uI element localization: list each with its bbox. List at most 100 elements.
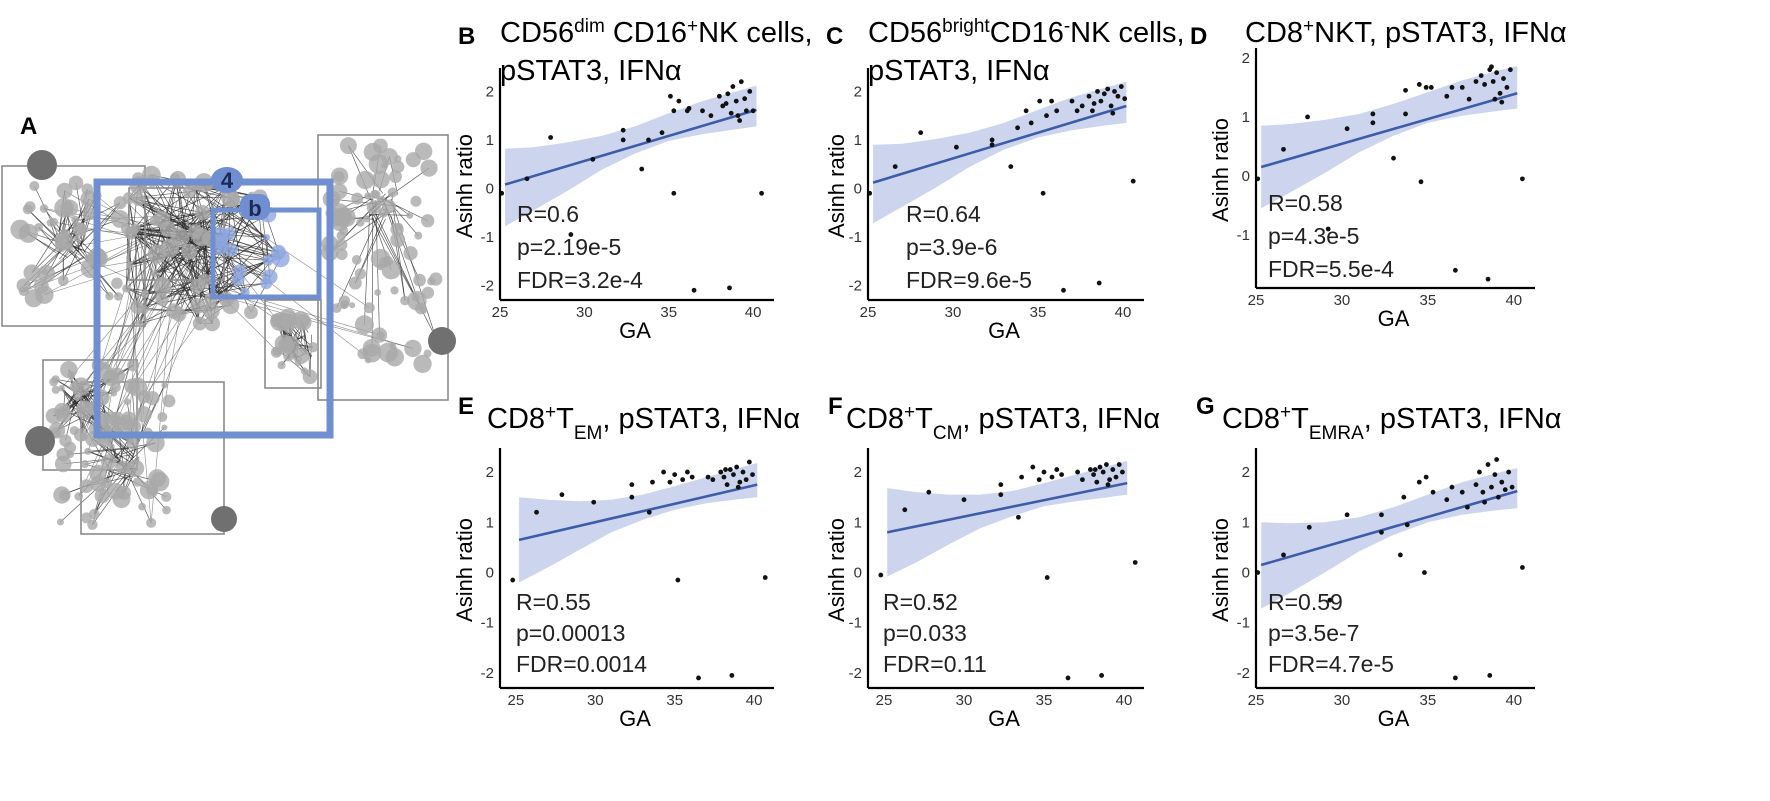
regression-line bbox=[518, 483, 758, 542]
network-node bbox=[80, 460, 89, 469]
network-node bbox=[88, 508, 100, 520]
network-node bbox=[420, 159, 438, 177]
network-node bbox=[59, 489, 71, 501]
data-point bbox=[1430, 489, 1436, 495]
data-point bbox=[1520, 176, 1525, 182]
data-point bbox=[728, 110, 734, 116]
data-point bbox=[686, 105, 692, 111]
stat-p: p=2.19e-5 bbox=[517, 234, 621, 260]
network-node bbox=[202, 302, 220, 320]
data-point bbox=[1401, 494, 1407, 500]
stat-r: R=0.59 bbox=[1268, 589, 1343, 615]
regression-line bbox=[886, 481, 1128, 534]
network-node bbox=[262, 254, 274, 266]
network-node bbox=[380, 162, 388, 169]
network-node bbox=[112, 490, 131, 509]
x-tick-label: 35 bbox=[1420, 292, 1437, 309]
data-point bbox=[724, 482, 730, 488]
network-node bbox=[51, 385, 60, 394]
network-hub-node bbox=[27, 150, 57, 180]
data-point bbox=[738, 79, 744, 85]
y-axis-label: Asinh ratio bbox=[1208, 118, 1233, 222]
chart-panel-e: E CD8+TEM, pSTAT3, IFNα 25 30 35 40 -2 -1 0 1 2 GA A… bbox=[452, 393, 800, 731]
network-node bbox=[331, 303, 342, 314]
data-point bbox=[926, 489, 932, 495]
network-node bbox=[202, 238, 209, 245]
x-tick-label: 40 bbox=[1115, 304, 1132, 321]
network-edge bbox=[23, 209, 215, 286]
data-point bbox=[937, 597, 943, 603]
network-panel: A 4 b bbox=[1, 113, 456, 535]
network-edge bbox=[372, 208, 417, 298]
network-node bbox=[260, 277, 273, 290]
network-node bbox=[405, 152, 421, 168]
x-tick-label: 25 bbox=[1248, 692, 1265, 709]
chart-panel-b: B CD56dim CD16+NK cells, pSTAT3, IFNα 25 30 3… bbox=[452, 16, 813, 344]
network-node bbox=[403, 246, 418, 261]
network-node bbox=[363, 302, 375, 314]
data-point bbox=[1120, 469, 1125, 475]
y-tick-label: 1 bbox=[854, 132, 862, 149]
data-point bbox=[524, 176, 530, 182]
data-point bbox=[1306, 524, 1312, 530]
inner-badge-b-label: b bbox=[248, 196, 261, 221]
data-point bbox=[659, 130, 665, 136]
network-node bbox=[127, 359, 140, 372]
network-node bbox=[351, 255, 362, 265]
confidence-band bbox=[873, 81, 1127, 224]
regression-line bbox=[504, 108, 757, 186]
chart-title: CD8+TEM, pSTAT3, IFNα bbox=[487, 402, 800, 444]
network-node bbox=[393, 155, 402, 163]
data-point bbox=[1049, 98, 1054, 104]
data-point bbox=[1379, 512, 1384, 518]
data-point bbox=[1459, 85, 1465, 90]
data-point bbox=[1098, 98, 1104, 104]
network-node bbox=[349, 302, 356, 309]
network-node bbox=[162, 394, 176, 408]
data-point bbox=[1080, 477, 1085, 483]
network-edge bbox=[381, 196, 422, 309]
y-tick-label: 2 bbox=[486, 83, 494, 100]
network-node bbox=[127, 377, 148, 397]
data-point bbox=[1449, 484, 1455, 490]
network-node bbox=[190, 298, 206, 314]
data-point bbox=[998, 492, 1004, 498]
network-edge bbox=[105, 245, 226, 366]
y-tick-label: 0 bbox=[486, 180, 494, 197]
data-point bbox=[1466, 96, 1472, 102]
data-point bbox=[1054, 467, 1060, 472]
data-point bbox=[1477, 469, 1482, 475]
data-point bbox=[762, 575, 768, 580]
network-node bbox=[124, 227, 137, 240]
data-point bbox=[892, 164, 898, 169]
data-point bbox=[1059, 472, 1064, 477]
y-tick-label: -2 bbox=[481, 277, 494, 294]
network-node bbox=[333, 171, 345, 183]
y-tick-label: 1 bbox=[854, 514, 862, 531]
data-point bbox=[759, 190, 764, 196]
data-point bbox=[740, 469, 746, 475]
network-node bbox=[135, 319, 143, 328]
data-point bbox=[1061, 287, 1066, 293]
data-point bbox=[1370, 120, 1376, 126]
data-point bbox=[1499, 479, 1505, 485]
data-point bbox=[1416, 479, 1422, 485]
data-point bbox=[646, 509, 652, 515]
data-point bbox=[1344, 512, 1350, 518]
y-tick-label: 2 bbox=[1242, 50, 1250, 67]
data-point bbox=[1065, 675, 1071, 681]
data-point bbox=[1110, 467, 1116, 472]
data-point bbox=[1502, 487, 1508, 493]
data-point bbox=[742, 96, 748, 102]
network-node bbox=[157, 412, 168, 422]
network-edge bbox=[390, 198, 437, 338]
data-point bbox=[671, 108, 677, 114]
stat-fdr: FDR=9.6e-5 bbox=[906, 267, 1032, 293]
data-point bbox=[1030, 464, 1036, 470]
network-node bbox=[140, 289, 150, 299]
data-point bbox=[747, 89, 753, 94]
network-node bbox=[100, 454, 117, 470]
data-point bbox=[1473, 79, 1479, 84]
network-node bbox=[354, 315, 374, 335]
network-edge bbox=[123, 222, 145, 493]
